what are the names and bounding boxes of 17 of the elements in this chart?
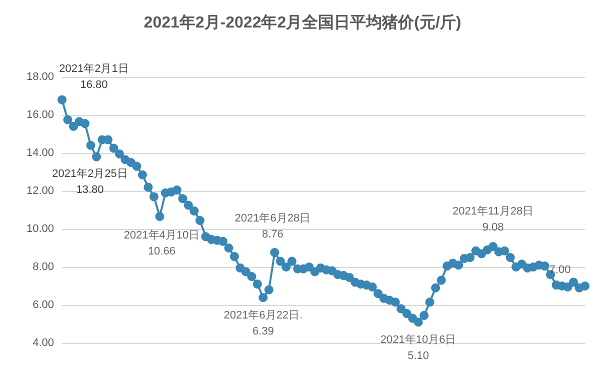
- y-tick-label: 12.00: [26, 185, 54, 197]
- y-tick-label: 4.00: [32, 337, 54, 349]
- annotation: 2021年6月22日. 6.39: [224, 310, 303, 338]
- annotation: 2021年2月25日 13.80: [52, 168, 128, 196]
- y-tick-label: 6.00: [32, 299, 54, 311]
- annotation: 2021年2月1日 16.80: [59, 63, 129, 91]
- annotation: 2021年10月6日 5.10: [380, 334, 456, 362]
- annotation: 2021年6月28日 8.76: [234, 212, 311, 241]
- chart-title: 2021年2月-2022年2月全国日平均猪价(元/斤): [144, 14, 462, 32]
- annotation: 7.00: [549, 264, 571, 276]
- y-tick-label: 16.00: [26, 109, 54, 121]
- y-tick-label: 14.00: [26, 147, 54, 159]
- annotation: 2021年11月28日 9.08: [452, 205, 534, 234]
- annotation: 2021年4月10日 10.66: [124, 229, 200, 258]
- y-tick-label: 8.00: [32, 261, 54, 273]
- y-tick-label: 10.00: [26, 223, 54, 235]
- y-tick-label: 18.00: [26, 71, 54, 83]
